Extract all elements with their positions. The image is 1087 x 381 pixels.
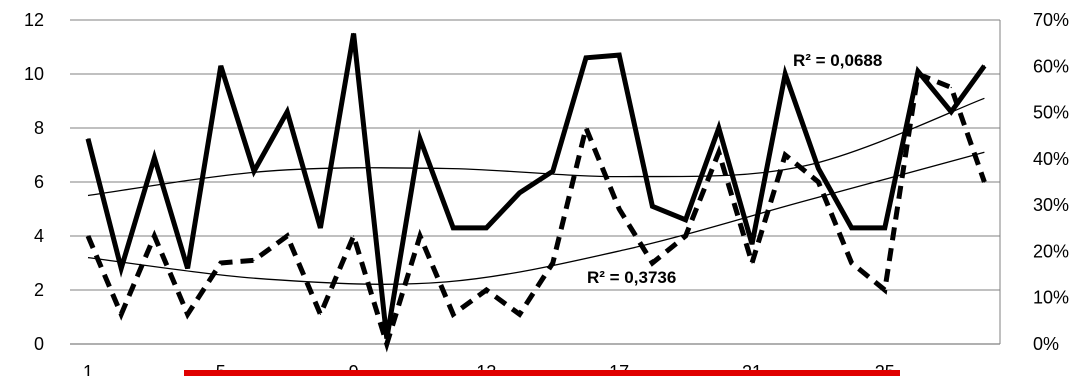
y-tick-label-3: 6 bbox=[34, 172, 44, 192]
series-1-point-22 bbox=[817, 181, 820, 183]
series-1-point-21 bbox=[784, 154, 786, 156]
series-0-point-12 bbox=[485, 227, 487, 229]
series-1-point-25 bbox=[917, 73, 919, 75]
series-1-point-27 bbox=[983, 181, 986, 183]
series-1-point-11 bbox=[452, 313, 454, 315]
r-squared-label-0: R² = 0,0688 bbox=[793, 51, 882, 70]
series-0-point-2 bbox=[153, 157, 155, 159]
series-0-point-21 bbox=[784, 73, 786, 75]
series-1-point-1 bbox=[120, 313, 122, 315]
series-0-point-1 bbox=[120, 267, 122, 269]
series-line-0 bbox=[85, 33, 987, 340]
series-0-point-27 bbox=[983, 65, 986, 67]
y2-tick-label-0: 0% bbox=[1033, 334, 1059, 354]
series-0-point-23 bbox=[851, 227, 853, 229]
series-1-point-16 bbox=[618, 208, 620, 210]
trendline-0 bbox=[87, 97, 985, 197]
series-0-point-15 bbox=[585, 57, 587, 59]
series-0-point-19 bbox=[718, 127, 720, 129]
series-1-point-18 bbox=[685, 235, 687, 237]
series-1-point-19 bbox=[718, 151, 720, 153]
series-1-point-14 bbox=[552, 262, 554, 264]
series-0-point-26 bbox=[950, 111, 952, 113]
series-0-point-14 bbox=[552, 170, 554, 172]
series-0-point-13 bbox=[519, 192, 521, 194]
y2-tick-label-3: 30% bbox=[1033, 195, 1069, 215]
series-1-point-26 bbox=[950, 86, 952, 89]
series-0-point-11 bbox=[452, 227, 454, 229]
series-1-point-13 bbox=[519, 313, 521, 315]
series-1-point-9 bbox=[386, 343, 388, 345]
series-0-point-8 bbox=[353, 32, 355, 35]
series-1-point-17 bbox=[651, 262, 654, 264]
series-1-point-7 bbox=[319, 313, 321, 315]
series-1-point-3 bbox=[187, 313, 189, 315]
series-0-point-4 bbox=[220, 65, 222, 67]
y-tick-label-4: 8 bbox=[34, 118, 44, 138]
y2-tick-label-7: 70% bbox=[1033, 10, 1069, 30]
series-0-point-6 bbox=[286, 111, 288, 113]
series-0-point-18 bbox=[685, 219, 687, 221]
series-0-point-24 bbox=[884, 227, 886, 229]
y2-tick-label-4: 40% bbox=[1033, 149, 1069, 169]
series-line-1 bbox=[85, 70, 987, 353]
y2-tick-label-6: 60% bbox=[1033, 56, 1069, 76]
series-0-point-17 bbox=[651, 205, 654, 207]
y2-tick-label-5: 50% bbox=[1033, 103, 1069, 123]
series-0-point-20 bbox=[751, 243, 753, 245]
y-tick-label-0: 0 bbox=[34, 334, 44, 354]
series-1-point-2 bbox=[153, 235, 155, 237]
trendline-1 bbox=[87, 151, 985, 285]
series-1-point-5 bbox=[253, 259, 255, 261]
y-tick-label-5: 10 bbox=[24, 64, 44, 84]
y-tick-label-2: 4 bbox=[34, 226, 44, 246]
series-1-point-15 bbox=[585, 127, 587, 129]
series-0-point-0 bbox=[87, 138, 89, 140]
series-1-point-6 bbox=[286, 235, 288, 237]
series-0-point-10 bbox=[419, 138, 421, 140]
series-1-point-4 bbox=[220, 262, 222, 264]
series-0-point-7 bbox=[319, 227, 321, 229]
series-0-point-22 bbox=[817, 167, 820, 170]
series-1-point-23 bbox=[851, 262, 853, 264]
series-1-point-8 bbox=[353, 235, 355, 237]
red-highlight-bar bbox=[184, 370, 900, 380]
series-1-point-20 bbox=[751, 262, 753, 264]
series-0-point-5 bbox=[253, 170, 255, 172]
series-1-point-12 bbox=[485, 289, 487, 291]
y2-tick-label-2: 20% bbox=[1033, 241, 1069, 261]
r-squared-label-1: R² = 0,3736 bbox=[587, 268, 676, 287]
series-0-point-16 bbox=[618, 54, 620, 56]
series-1-point-0 bbox=[87, 235, 89, 237]
y2-tick-label-1: 10% bbox=[1033, 288, 1069, 308]
series-0-point-3 bbox=[187, 267, 189, 269]
y-tick-label-6: 12 bbox=[24, 10, 44, 30]
series-1-point-24 bbox=[884, 289, 886, 291]
x-tick-label-0: 1 bbox=[83, 362, 93, 376]
y-tick-label-1: 2 bbox=[34, 280, 44, 300]
series-1-point-10 bbox=[419, 235, 421, 237]
